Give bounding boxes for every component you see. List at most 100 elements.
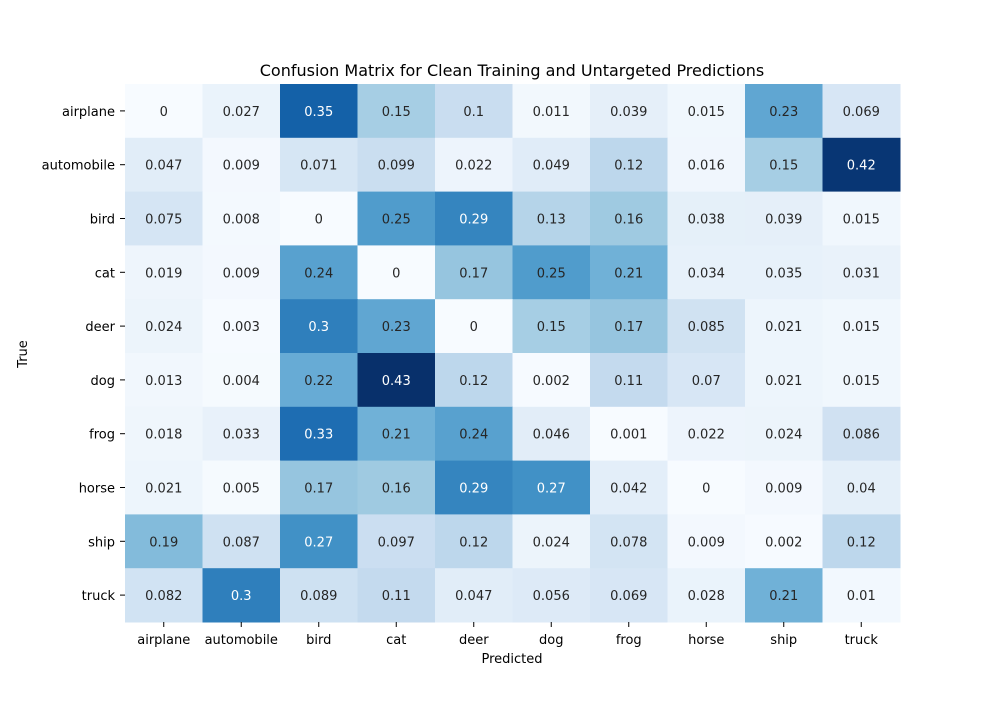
x-tick-label-horse: horse (688, 633, 724, 648)
heatmap-cell-6-0 (125, 406, 203, 462)
cell-value-label-3-1: 0.009 (223, 266, 260, 281)
heatmap-cell-5-4 (435, 353, 513, 408)
heatmap-cell-0-8 (745, 84, 823, 139)
heatmap-cell-1-2 (280, 137, 358, 193)
heatmap-cell-8-7 (667, 514, 746, 569)
cell-value-label-3-7: 0.034 (688, 266, 725, 281)
heatmap-cell-9-1 (202, 568, 281, 623)
x-axis: airplane automobile bird cat deer dog frog hors… (137, 622, 878, 648)
cell-value-label-5-1: 0.004 (223, 374, 260, 389)
heatmap-cell-8-5 (512, 514, 591, 569)
heatmap-cell-9-7 (667, 568, 746, 623)
heatmap-cell-4-9 (822, 299, 901, 354)
heatmap-cell-1-0 (125, 137, 203, 193)
heatmap-cell-8-8 (745, 514, 823, 569)
cell-value-label-3-3: 0 (392, 266, 400, 281)
cell-value-label-4-0: 0.024 (145, 320, 182, 335)
heatmap-cell-3-8 (745, 245, 823, 300)
y-tick-label-deer: deer (85, 320, 115, 335)
cell-value-label-6-7: 0.022 (688, 428, 725, 443)
cell-value-label-9-3: 0.11 (382, 589, 411, 604)
heatmap-cell-2-9 (822, 191, 901, 246)
heatmap-cell-3-6 (590, 245, 668, 300)
heatmap-cell-8-1 (202, 514, 281, 569)
cell-value-label-0-6: 0.039 (610, 105, 647, 120)
cell-value-label-9-5: 0.056 (533, 589, 570, 604)
heatmap-cell-8-4 (435, 514, 513, 569)
cell-value-label-9-4: 0.047 (455, 589, 492, 604)
y-tick-label-horse: horse (79, 482, 115, 497)
cell-value-label-2-9: 0.015 (843, 213, 880, 228)
heatmap-cell-9-3 (357, 568, 436, 623)
cell-value-label-3-4: 0.17 (459, 266, 488, 281)
heatmap-cell-3-0 (125, 245, 203, 300)
heatmap-cell-7-7 (667, 460, 746, 515)
cell-value-label-6-6: 0.001 (610, 428, 647, 443)
cell-value-label-4-9: 0.015 (843, 320, 880, 335)
heatmap-cells: 0 0.027 0.35 0.15 0.1 0.011 0.039 0.015 0.23 0.06… (125, 84, 901, 623)
heatmap-cell-4-3 (357, 299, 436, 354)
heatmap-cell-9-8 (745, 568, 823, 623)
cell-value-label-0-5: 0.011 (533, 105, 570, 120)
y-tick-label-truck: truck (82, 589, 116, 604)
cell-value-label-7-6: 0.042 (610, 482, 647, 497)
cell-value-label-1-0: 0.047 (145, 159, 182, 174)
cell-value-label-5-8: 0.021 (765, 374, 802, 389)
cell-value-label-8-0: 0.19 (149, 535, 178, 550)
cell-value-label-0-2: 0.35 (304, 105, 333, 120)
cell-value-label-1-7: 0.016 (688, 159, 725, 174)
y-tick-label-bird: bird (90, 213, 115, 228)
cell-value-label-2-2: 0 (315, 213, 323, 228)
heatmap-cell-0-1 (202, 84, 281, 139)
cell-value-label-9-1: 0.3 (231, 589, 252, 604)
heatmap-cell-1-8 (745, 137, 823, 193)
cell-value-label-7-3: 0.16 (382, 482, 411, 497)
heatmap-cell-2-2 (280, 191, 358, 246)
cell-value-label-0-7: 0.015 (688, 105, 725, 120)
cell-value-label-3-2: 0.24 (304, 266, 333, 281)
heatmap-cell-6-9 (822, 406, 901, 462)
cell-value-label-6-1: 0.033 (223, 428, 260, 443)
cell-value-label-9-9: 0.01 (847, 589, 876, 604)
cell-value-label-6-2: 0.33 (304, 428, 333, 443)
heatmap-cell-0-4 (435, 84, 513, 139)
heatmap-cell-7-6 (590, 460, 668, 515)
cell-value-label-5-5: 0.002 (533, 374, 570, 389)
heatmap-cell-3-3 (357, 245, 436, 300)
cell-value-label-4-3: 0.23 (382, 320, 411, 335)
cell-value-label-6-8: 0.024 (765, 428, 802, 443)
cell-value-label-0-4: 0.1 (463, 105, 484, 120)
heatmap-cell-8-0 (125, 514, 203, 569)
heatmap-cell-5-0 (125, 353, 203, 408)
cell-value-label-1-8: 0.15 (769, 159, 798, 174)
cell-value-label-2-5: 0.13 (537, 213, 566, 228)
heatmap-cell-4-8 (745, 299, 823, 354)
heatmap-cell-3-7 (667, 245, 746, 300)
cell-value-label-5-3: 0.43 (382, 374, 411, 389)
cell-value-label-7-5: 0.27 (537, 482, 566, 497)
heatmap-cell-4-0 (125, 299, 203, 354)
cell-value-label-5-2: 0.22 (304, 374, 333, 389)
cell-value-label-9-7: 0.028 (688, 589, 725, 604)
heatmap-cell-0-6 (590, 84, 668, 139)
y-tick-label-airplane: airplane (62, 105, 115, 120)
cell-value-label-1-1: 0.009 (223, 159, 260, 174)
heatmap-cell-8-3 (357, 514, 436, 569)
y-tick-label-dog: dog (91, 374, 115, 389)
heatmap-cell-6-1 (202, 406, 281, 462)
heatmap-cell-5-7 (667, 353, 746, 408)
heatmap-cell-6-6 (590, 406, 668, 462)
cell-value-label-7-9: 0.04 (847, 482, 876, 497)
cell-value-label-0-0: 0 (160, 105, 168, 120)
cell-value-label-7-8: 0.009 (765, 482, 802, 497)
cell-value-label-7-2: 0.17 (304, 482, 333, 497)
heatmap-cell-1-5 (512, 137, 591, 193)
cell-value-label-3-5: 0.25 (537, 266, 566, 281)
heatmap-cell-4-6 (590, 299, 668, 354)
heatmap-cell-5-5 (512, 353, 591, 408)
chart-title: Confusion Matrix for Clean Training and … (260, 61, 765, 80)
cell-value-label-8-5: 0.024 (533, 535, 570, 550)
cell-value-label-8-2: 0.27 (304, 535, 333, 550)
heatmap-cell-0-7 (667, 84, 746, 139)
